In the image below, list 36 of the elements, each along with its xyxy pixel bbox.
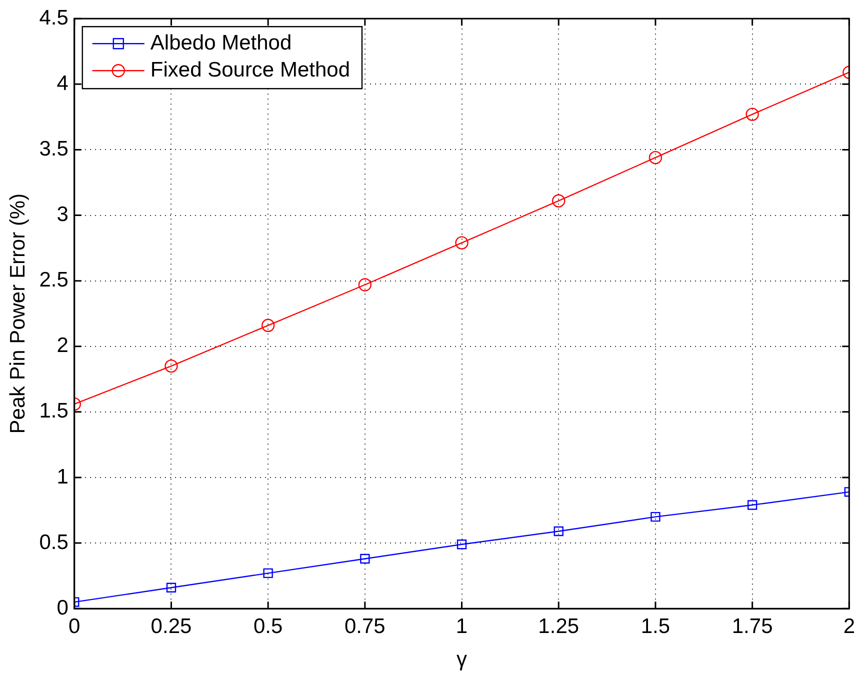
point — [648, 150, 662, 164]
point — [166, 582, 176, 592]
x-tick-label: 2 — [843, 614, 856, 638]
point — [164, 359, 178, 373]
point — [455, 236, 468, 250]
x-tick-label: 0.75 — [344, 614, 386, 638]
point — [456, 540, 467, 550]
x-tick-label: 1 — [456, 614, 468, 638]
x-tick-label: 1.5 — [640, 614, 670, 638]
x-tick-label: 1.75 — [732, 614, 773, 638]
point — [358, 278, 372, 292]
y-tick-label: 0.5 — [39, 530, 68, 554]
y-tick-label: 0 — [56, 596, 68, 620]
legend-label: Albedo Method — [150, 31, 292, 54]
point — [746, 108, 759, 121]
y-tick-label: 2.5 — [39, 268, 68, 292]
point — [261, 318, 275, 332]
point — [263, 568, 273, 578]
x-tick-label: 1.25 — [538, 614, 580, 638]
point — [554, 526, 564, 536]
y-tick-label: 4.5 — [39, 6, 68, 30]
point — [747, 500, 758, 510]
x-axis-title: γ — [456, 648, 468, 672]
y-tick-label: 3.5 — [39, 138, 68, 161]
point — [650, 512, 660, 522]
y-tick-label: 1 — [56, 465, 68, 488]
legend-label: Fixed Source Method — [150, 58, 350, 82]
y-tick-label: 3 — [56, 203, 68, 226]
point — [552, 194, 566, 208]
y-tick-label: 4 — [56, 72, 69, 95]
point — [360, 554, 370, 564]
x-tick-label: 0.25 — [150, 614, 192, 638]
y-axis-title: Peak Pin Power Error (%) — [6, 193, 30, 434]
y-tick-label: 1.5 — [39, 400, 68, 423]
y-tick-label: 2 — [56, 334, 68, 358]
x-tick-label: 0.5 — [253, 614, 283, 638]
